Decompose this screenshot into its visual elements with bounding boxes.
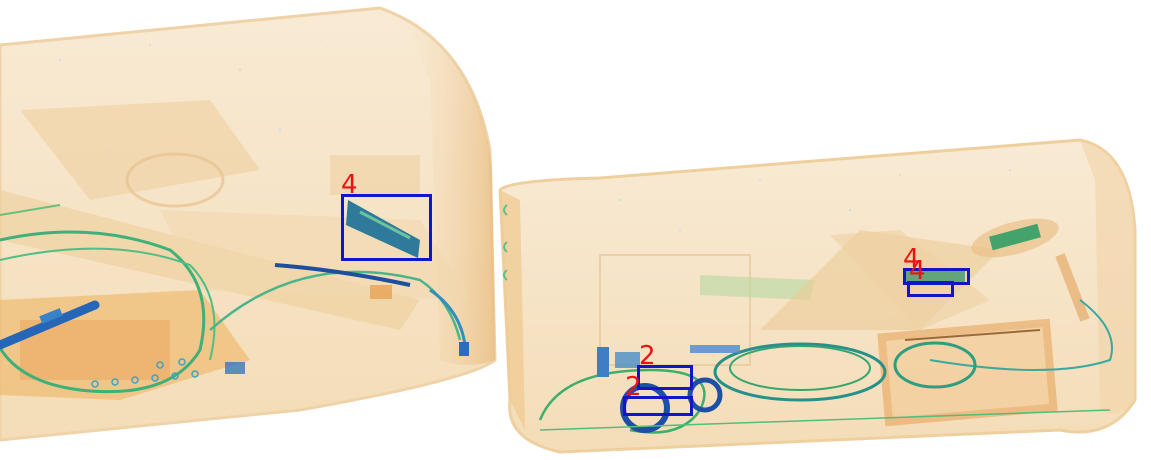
- detection-box: [907, 281, 954, 297]
- detection-box: [341, 194, 432, 261]
- left-bag: [0, 6, 497, 442]
- right-bag: [498, 138, 1137, 454]
- detection-box: [637, 365, 693, 390]
- detection-box: [623, 396, 693, 416]
